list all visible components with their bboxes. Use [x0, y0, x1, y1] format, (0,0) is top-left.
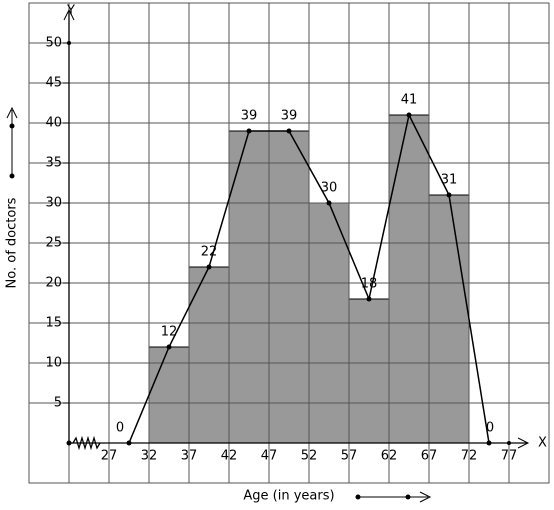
y-axis-name: Y [66, 4, 75, 19]
data-label: 41 [401, 93, 418, 108]
y-tick-label: 10 [45, 356, 62, 371]
frequency-polygon [128, 112, 490, 444]
bar [348, 298, 390, 444]
y-decor-arrow [6, 106, 18, 179]
x-tick-label: 62 [381, 449, 398, 464]
bar [268, 130, 310, 444]
x-tick-label: 47 [261, 449, 278, 464]
x-tick-label: 32 [141, 449, 158, 464]
x-tick-label: 67 [421, 449, 438, 464]
x-tick-label: 27 [101, 449, 118, 464]
x-decor-arrow [355, 491, 432, 503]
x-tick-label: 42 [221, 449, 238, 464]
axis-break [72, 435, 101, 451]
polygon-point [406, 112, 412, 118]
x-tick-label: 37 [181, 449, 198, 464]
polygon-point [326, 200, 332, 206]
data-label: 18 [361, 277, 378, 292]
data-label: 0 [116, 421, 124, 436]
polygon-point [126, 440, 132, 446]
data-label: 30 [321, 181, 338, 196]
y-tick-label: 5 [54, 396, 62, 411]
data-label: 31 [441, 173, 458, 188]
x-axis-label: Age (in years) [243, 489, 334, 504]
data-label: 39 [241, 109, 258, 124]
bar [388, 114, 430, 444]
x-tick-label: 57 [341, 449, 358, 464]
data-label: 0 [486, 421, 494, 436]
polygon-point [446, 192, 452, 198]
y-axis-label: No. of doctors [5, 197, 20, 288]
data-label: 39 [281, 109, 298, 124]
bar [148, 346, 190, 444]
data-label: 22 [201, 245, 218, 260]
y-arrow [63, 8, 75, 21]
data-label: 12 [161, 325, 178, 340]
bar [428, 194, 470, 444]
origin [66, 440, 72, 446]
y-tick-label: 35 [45, 156, 62, 171]
y-tick-label: 20 [45, 276, 62, 291]
x-arrow [517, 437, 530, 449]
polygon-point [286, 128, 292, 134]
x-tick-label: 52 [301, 449, 318, 464]
x-tick-label: 77 [501, 449, 518, 464]
y-tick-label: 30 [45, 196, 62, 211]
polygon-point [166, 344, 172, 350]
x-end-dot [507, 441, 511, 445]
y-tick-label: 50 [45, 36, 62, 51]
polygon-point [366, 296, 372, 302]
y-tick-label: 25 [45, 236, 62, 251]
x-axis-name: X [538, 436, 547, 451]
polygon-point [486, 440, 492, 446]
y-tick-label: 15 [45, 316, 62, 331]
x-tick-label: 72 [461, 449, 478, 464]
y-tick-label: 45 [45, 76, 62, 91]
polygon-point [246, 128, 252, 134]
polygon-point [206, 264, 212, 270]
y-tick-label: 40 [45, 116, 62, 131]
